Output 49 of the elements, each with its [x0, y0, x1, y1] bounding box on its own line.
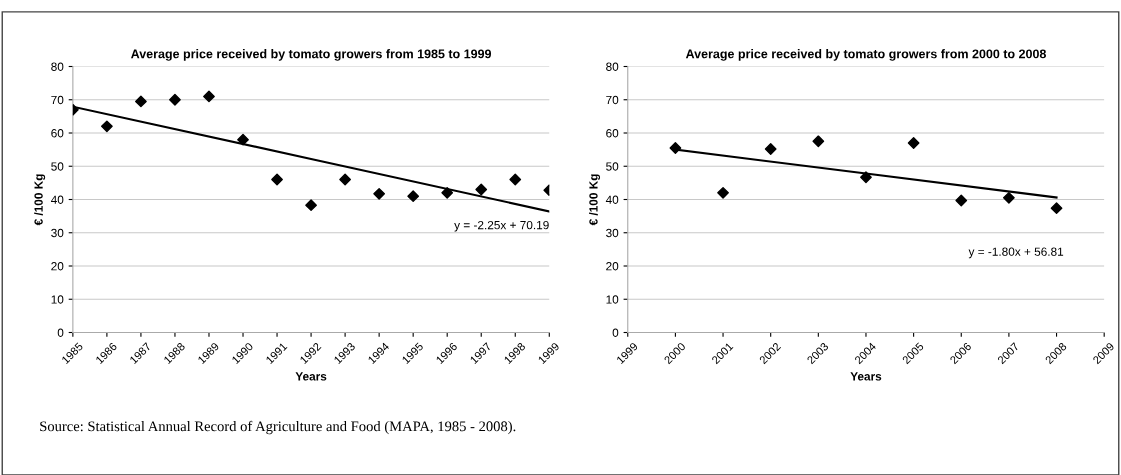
y-axis-title: € /100 Kg [588, 174, 601, 226]
y-tick-label: 0 [612, 328, 619, 337]
y-tick-label: 0 [57, 328, 64, 337]
point [407, 190, 420, 203]
y-tick-label: 80 [606, 62, 619, 71]
point [373, 187, 386, 200]
point [339, 173, 352, 186]
y-axis-title: € /100 Kg [34, 174, 46, 226]
point [441, 186, 454, 199]
annotation: y = -2.25x + 70.19 [454, 220, 549, 232]
point [305, 199, 317, 212]
point [907, 137, 920, 149]
point [509, 173, 522, 186]
y-tick-label: 40 [605, 195, 619, 204]
point [1003, 191, 1015, 204]
point [860, 171, 872, 184]
point [475, 183, 488, 196]
point [717, 186, 729, 199]
point [955, 194, 968, 207]
point [1050, 202, 1063, 215]
y-tick-label: 20 [606, 262, 619, 271]
point [271, 173, 283, 186]
y-tick-label: 60 [51, 129, 64, 138]
point [237, 133, 249, 146]
y-tick-label: 10 [606, 295, 619, 304]
point [669, 142, 682, 154]
y-tick-label: 50 [606, 162, 619, 171]
x-axis-title: Years [850, 372, 882, 381]
y-tick-label: 80 [51, 62, 64, 71]
chart-title: Average price received by tomato growers from 1985 to 1999 [131, 49, 492, 61]
y-tick-label: 50 [51, 162, 64, 171]
y-tick-label: 10 [51, 295, 64, 304]
y-tick-label: 30 [51, 228, 64, 238]
chart-title: Average price received by tomato growers from 2000 to 2008 [685, 49, 1046, 61]
y-tick-label: 60 [606, 129, 619, 138]
point [812, 135, 825, 148]
y-tick-label: 20 [51, 262, 64, 271]
point [764, 143, 777, 155]
point [169, 93, 181, 106]
point [101, 120, 113, 133]
y-tick-label: 70 [51, 95, 64, 105]
y-tick-label: 30 [606, 228, 619, 238]
point [203, 90, 215, 103]
source-note: Source: Statistical Annual Record of Agriculture and Food (MAPA, 1985 - 2008). [40, 420, 516, 435]
y-tick-label: 70 [606, 95, 619, 105]
annotation: y = -1.80x + 56.81 [968, 247, 1064, 259]
x-axis-title: Years [295, 372, 327, 381]
point [135, 95, 147, 108]
y-tick-label: 40 [50, 195, 64, 204]
